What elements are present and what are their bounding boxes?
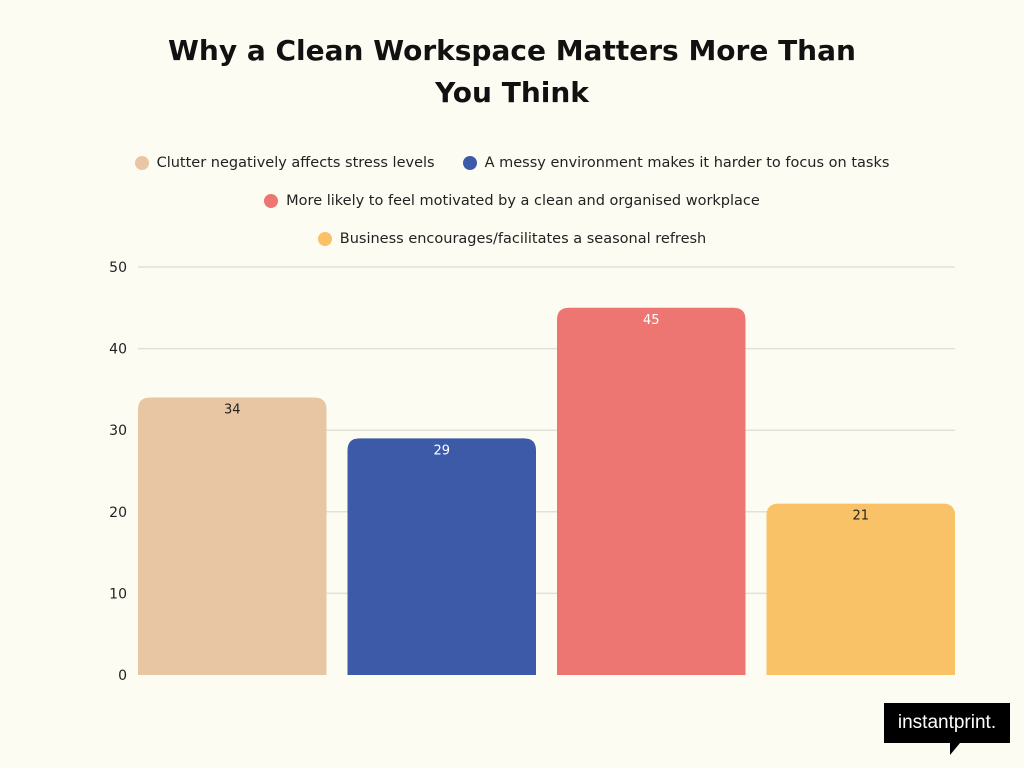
legend-row-1: Clutter negatively affects stress levels… [0,155,1024,171]
logo-text: instantprint. [897,712,997,733]
legend-swatch [134,156,149,170]
legend-swatch [462,156,477,170]
chart-title: Why a Clean Workspace Matters More Than … [0,30,1024,114]
instantprint-logo: instantprint. [884,703,1010,755]
legend-row-3: Business encourages/facilitates a season… [0,231,1024,247]
title-line-2: You Think [435,76,589,109]
legend-swatch [264,194,279,208]
legend-item: Clutter negatively affects stress levels [134,155,435,171]
legend-swatch [317,232,332,246]
data-label: 21 [852,509,869,524]
bar [557,307,746,675]
data-label: 34 [224,403,241,418]
legend-item: Business encourages/facilitates a season… [317,231,707,247]
legend-label: A messy environment makes it harder to f… [484,155,890,171]
bar [138,397,327,675]
y-tick-label: 0 [118,668,127,684]
y-tick-label: 30 [109,423,127,439]
y-tick-label: 10 [109,586,127,602]
legend-label: More likely to feel motivated by a clean… [286,193,760,209]
data-label: 45 [643,313,660,328]
legend-label: Business encourages/facilitates a season… [339,231,707,247]
y-tick-label: 50 [109,260,127,276]
bar [766,503,955,675]
legend-item: More likely to feel motivated by a clean… [264,193,760,209]
legend-label: Clutter negatively affects stress levels [156,155,435,171]
data-label: 29 [433,443,450,458]
y-tick-label: 20 [109,505,127,521]
legend-item: A messy environment makes it harder to f… [462,155,890,171]
bar [347,438,536,675]
title-line-1: Why a Clean Workspace Matters More Than [168,34,856,67]
legend-row-2: More likely to feel motivated by a clean… [0,193,1024,209]
y-tick-label: 40 [109,342,127,358]
